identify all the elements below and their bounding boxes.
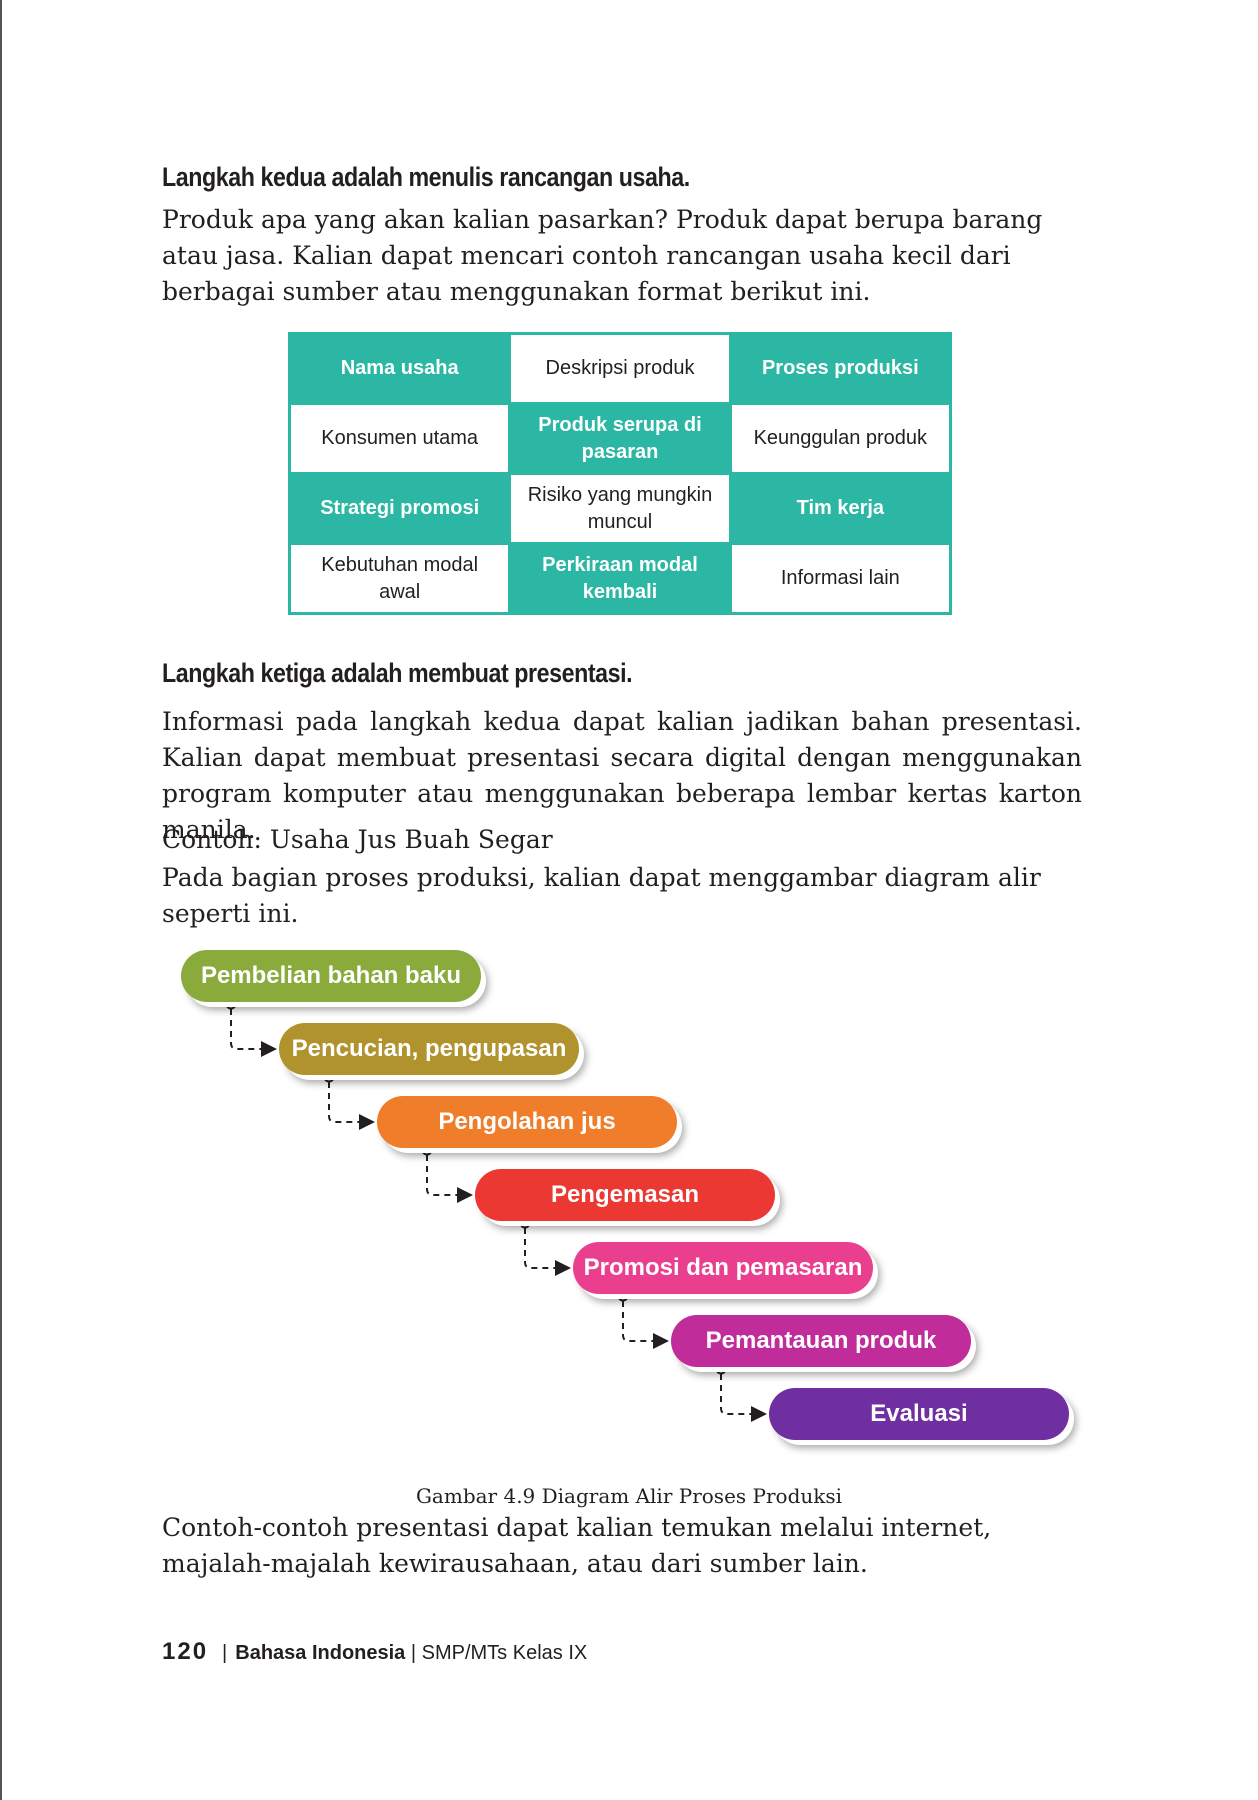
- figure-caption: Gambar 4.9 Diagram Alir Proses Produksi: [415, 1484, 843, 1508]
- flow-step: Pengolahan jus: [377, 1096, 677, 1148]
- plan-cell: Tim kerja: [728, 472, 953, 545]
- plan-cell: Nama usaha: [287, 332, 512, 405]
- page-footer: 120 | Bahasa Indonesia | SMP/MTs Kelas IX: [162, 1638, 587, 1666]
- plan-cell: Strategi promosi: [287, 472, 512, 545]
- connector-arrow: [524, 1228, 571, 1276]
- footer-class: | SMP/MTs Kelas IX: [410, 1642, 588, 1664]
- plan-cell: Kebutuhan modal awal: [287, 542, 512, 615]
- flow-step: Pemantauan produk: [671, 1315, 971, 1367]
- flow-step: Pencucian, pengupasan: [279, 1023, 579, 1075]
- plan-cell: Proses produksi: [728, 332, 953, 405]
- paragraph-step-two: Produk apa yang akan kalian pasarkan? Pr…: [162, 205, 1043, 306]
- connector-arrow: [426, 1155, 473, 1203]
- closing-paragraph: Contoh-contoh presentasi dapat kalian te…: [162, 1513, 992, 1578]
- footer-separator: |: [222, 1642, 228, 1664]
- connector-arrow: [622, 1301, 669, 1349]
- page-number: 120: [162, 1638, 209, 1665]
- footer-subject: Bahasa Indonesia: [235, 1642, 406, 1664]
- page-edge-line: [0, 0, 2, 1800]
- flow-intro-paragraph: Pada bagian proses produksi, kalian dapa…: [162, 863, 1041, 928]
- example-line: Contoh: Usaha Jus Buah Segar: [162, 825, 553, 854]
- plan-cell: Risiko yang mungkin muncul: [508, 472, 732, 545]
- paragraph-step-three: Informasi pada langkah kedua dapat kalia…: [162, 707, 1082, 844]
- plan-cell: Perkiraan modal kembali: [508, 542, 732, 615]
- section-heading-step-three: Langkah ketiga adalah membuat presentasi…: [162, 658, 633, 688]
- flow-step: Pengemasan: [475, 1169, 775, 1221]
- connector-arrow: [230, 1009, 277, 1057]
- business-plan-table: Nama usaha Deskripsi produk Proses produ…: [287, 332, 953, 615]
- flow-step: Pembelian bahan baku: [181, 950, 481, 1002]
- plan-cell: Konsumen utama: [287, 402, 512, 475]
- flow-step: Promosi dan pemasaran: [573, 1242, 873, 1294]
- connector-arrow: [328, 1082, 375, 1130]
- section-heading-step-two: Langkah kedua adalah menulis rancangan u…: [162, 162, 690, 192]
- plan-cell: Deskripsi produk: [508, 332, 732, 405]
- connector-arrow: [720, 1374, 767, 1422]
- plan-cell: Produk serupa di pasaran: [508, 402, 732, 475]
- flow-step: Evaluasi: [769, 1388, 1069, 1440]
- plan-cell: Informasi lain: [728, 542, 953, 615]
- plan-cell: Keunggulan produk: [728, 402, 953, 475]
